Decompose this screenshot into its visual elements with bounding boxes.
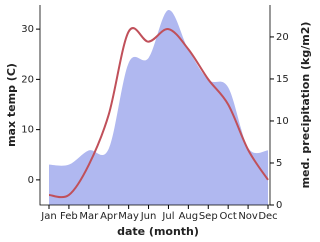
- y2-tick-label: 20: [276, 32, 289, 43]
- y-tick-label: 0: [28, 175, 34, 186]
- x-tick-label: Oct: [220, 211, 237, 222]
- y-tick-label: 10: [21, 125, 34, 136]
- y-tick-label: 30: [21, 24, 34, 35]
- precipitation-area: [49, 9, 268, 205]
- x-axis-title: date (month): [117, 225, 199, 238]
- y-tick-label: 20: [21, 74, 34, 85]
- x-tick-label: May: [118, 211, 139, 222]
- temp-line: [48, 27, 269, 199]
- x-tick-label: Jan: [40, 211, 56, 222]
- y-axis-title: max temp (C): [5, 63, 18, 147]
- x-tick-label: Feb: [60, 211, 78, 222]
- x-tick-label: Jul: [161, 211, 174, 222]
- y2-tick-label: 0: [276, 200, 282, 211]
- axes-frame: [39, 5, 271, 206]
- x-tick-label: Dec: [258, 211, 277, 222]
- y2-axis-title: med. precipitation (kg/m2): [299, 22, 312, 189]
- y2-tick-label: 5: [276, 158, 282, 169]
- x-tick-label: Sep: [199, 211, 218, 222]
- y2-tick-label: 15: [276, 74, 289, 85]
- x-tick-label: Apr: [100, 211, 118, 222]
- x-tick-label: Nov: [238, 211, 258, 222]
- x-tick-label: Aug: [179, 211, 199, 222]
- y2-tick-label: 10: [276, 116, 289, 127]
- x-tick-label: Mar: [79, 211, 99, 222]
- x-tick-label: Jun: [140, 211, 157, 222]
